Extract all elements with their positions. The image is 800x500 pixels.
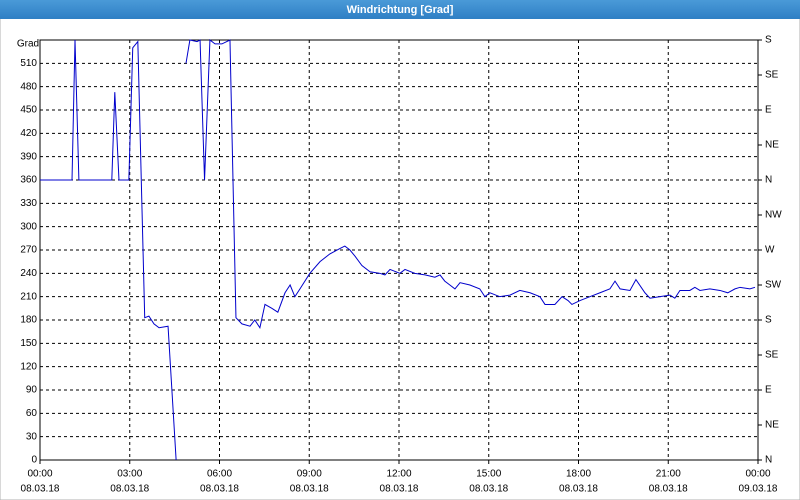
y-tick-label: 450 (20, 105, 37, 116)
y-tick-label: 120 (20, 361, 37, 372)
y-tick-label: 360 (20, 175, 37, 186)
x-tick-label: 00:00 (745, 469, 770, 480)
y2-tick-label: E (765, 385, 772, 396)
y-tick-label: 390 (20, 151, 37, 162)
y-tick-label: 240 (20, 268, 37, 279)
plot-border (39, 39, 759, 461)
x-tick-label: 18:00 (566, 469, 591, 480)
y-tick-label: 150 (20, 338, 37, 349)
data-line (40, 39, 756, 461)
y2-tick-label: SE (765, 350, 779, 361)
x-tick-date: 08.03.18 (559, 484, 598, 495)
y2-tick-label: E (765, 105, 772, 116)
x-tick-label: 21:00 (656, 469, 681, 480)
x-tick-label: 09:00 (297, 469, 322, 480)
chart-title: Windrichtung [Grad] (347, 4, 454, 16)
y-tick-label: 270 (20, 245, 37, 256)
y-tick-label: 180 (20, 315, 37, 326)
y2-tick-label: S (765, 35, 772, 46)
y2-tick-label: W (765, 245, 775, 256)
x-tick-label: 06:00 (207, 469, 232, 480)
y2-tick-label: N (765, 455, 772, 466)
x-tick-label: 03:00 (117, 469, 142, 480)
x-tick-date: 08.03.18 (469, 484, 508, 495)
y-tick-label: 480 (20, 81, 37, 92)
title-bar (0, 0, 800, 19)
y-tick-label: 90 (26, 385, 38, 396)
y2-tick-label: NE (765, 140, 779, 151)
y-tick-label: 510 (20, 58, 37, 69)
y-tick-label: 0 (31, 455, 37, 466)
y2-tick-label: NW (765, 210, 782, 221)
x-tick-date: 08.03.18 (380, 484, 419, 495)
y2-tick-label: S (765, 315, 772, 326)
x-tick-date: 08.03.18 (649, 484, 688, 495)
y-tick-label: 420 (20, 128, 37, 139)
y2-tick-label: N (765, 175, 772, 186)
y2-tick-label: SE (765, 70, 779, 81)
x-tick-label: 12:00 (386, 469, 411, 480)
x-tick-date: 09.03.18 (739, 484, 778, 495)
y-tick-label: 210 (20, 291, 37, 302)
x-tick-date: 08.03.18 (200, 484, 239, 495)
y2-tick-label: SW (765, 280, 782, 291)
y-tick-label: 300 (20, 221, 37, 232)
x-tick-date: 08.03.18 (110, 484, 149, 495)
y-tick-label: 30 (26, 431, 38, 442)
x-tick-label: 00:00 (27, 469, 52, 480)
x-tick-date: 08.03.18 (21, 484, 60, 495)
x-tick-label: 15:00 (476, 469, 501, 480)
y2-tick-label: NE (765, 420, 779, 431)
x-tick-date: 08.03.18 (290, 484, 329, 495)
y-tick-label: 330 (20, 198, 37, 209)
y-axis-label: Grad (17, 39, 39, 50)
y-tick-label: 60 (26, 408, 38, 419)
